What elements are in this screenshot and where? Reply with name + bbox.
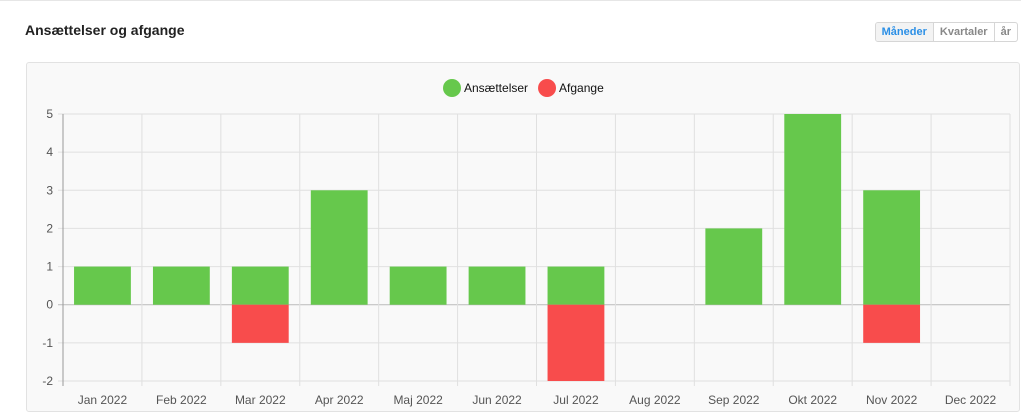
x-tick-label: Dec 2022	[945, 393, 997, 407]
y-tick-label: 3	[46, 183, 53, 197]
bar-afgange	[863, 304, 921, 343]
x-tick-label: Sep 2022	[708, 393, 760, 407]
x-tick-label: Apr 2022	[315, 393, 364, 407]
period-years-button[interactable]: år	[993, 23, 1017, 41]
legend-swatch	[443, 79, 461, 97]
x-tick-label: Nov 2022	[866, 393, 918, 407]
period-toggle: Måneder Kvartaler år	[874, 22, 1018, 42]
period-months-button[interactable]: Måneder	[875, 23, 933, 41]
chart-panel	[26, 62, 1020, 412]
x-tick-label: Aug 2022	[629, 393, 681, 407]
x-tick-label: Maj 2022	[393, 393, 443, 407]
y-tick-label: 5	[46, 107, 53, 121]
x-tick-label: Jun 2022	[472, 393, 522, 407]
bar-ansættelser	[547, 266, 605, 305]
x-tick-label: Feb 2022	[156, 393, 207, 407]
period-quarters-button[interactable]: Kvartaler	[932, 23, 994, 41]
y-tick-label: -2	[42, 374, 53, 388]
bar-afgange	[231, 304, 289, 343]
legend-label: Ansættelser	[464, 81, 528, 95]
y-tick-label: 1	[46, 260, 53, 274]
legend-swatch	[538, 79, 557, 97]
top-divider	[0, 0, 1021, 1]
y-tick-label: 0	[46, 298, 53, 312]
bar-ansættelser	[231, 266, 289, 305]
y-tick-label: 2	[46, 221, 53, 235]
y-tick-label: -1	[42, 336, 53, 350]
bar-ansættelser	[152, 266, 210, 305]
bar-ansættelser	[784, 114, 842, 305]
x-tick-label: Mar 2022	[235, 393, 286, 407]
bar-ansættelser	[705, 228, 763, 305]
chart-title: Ansættelser og afgange	[25, 22, 185, 38]
bar-ansættelser	[389, 266, 447, 305]
legend-label: Afgange	[559, 81, 604, 95]
bar-ansættelser	[310, 190, 368, 305]
x-tick-label: Okt 2022	[788, 393, 837, 407]
y-tick-label: 4	[46, 145, 53, 159]
x-tick-label: Jul 2022	[553, 393, 599, 407]
x-tick-label: Jan 2022	[78, 393, 128, 407]
bar-afgange	[547, 304, 605, 381]
bar-ansættelser	[74, 266, 131, 305]
bar-ansættelser	[863, 190, 921, 305]
bar-ansættelser	[468, 266, 526, 305]
